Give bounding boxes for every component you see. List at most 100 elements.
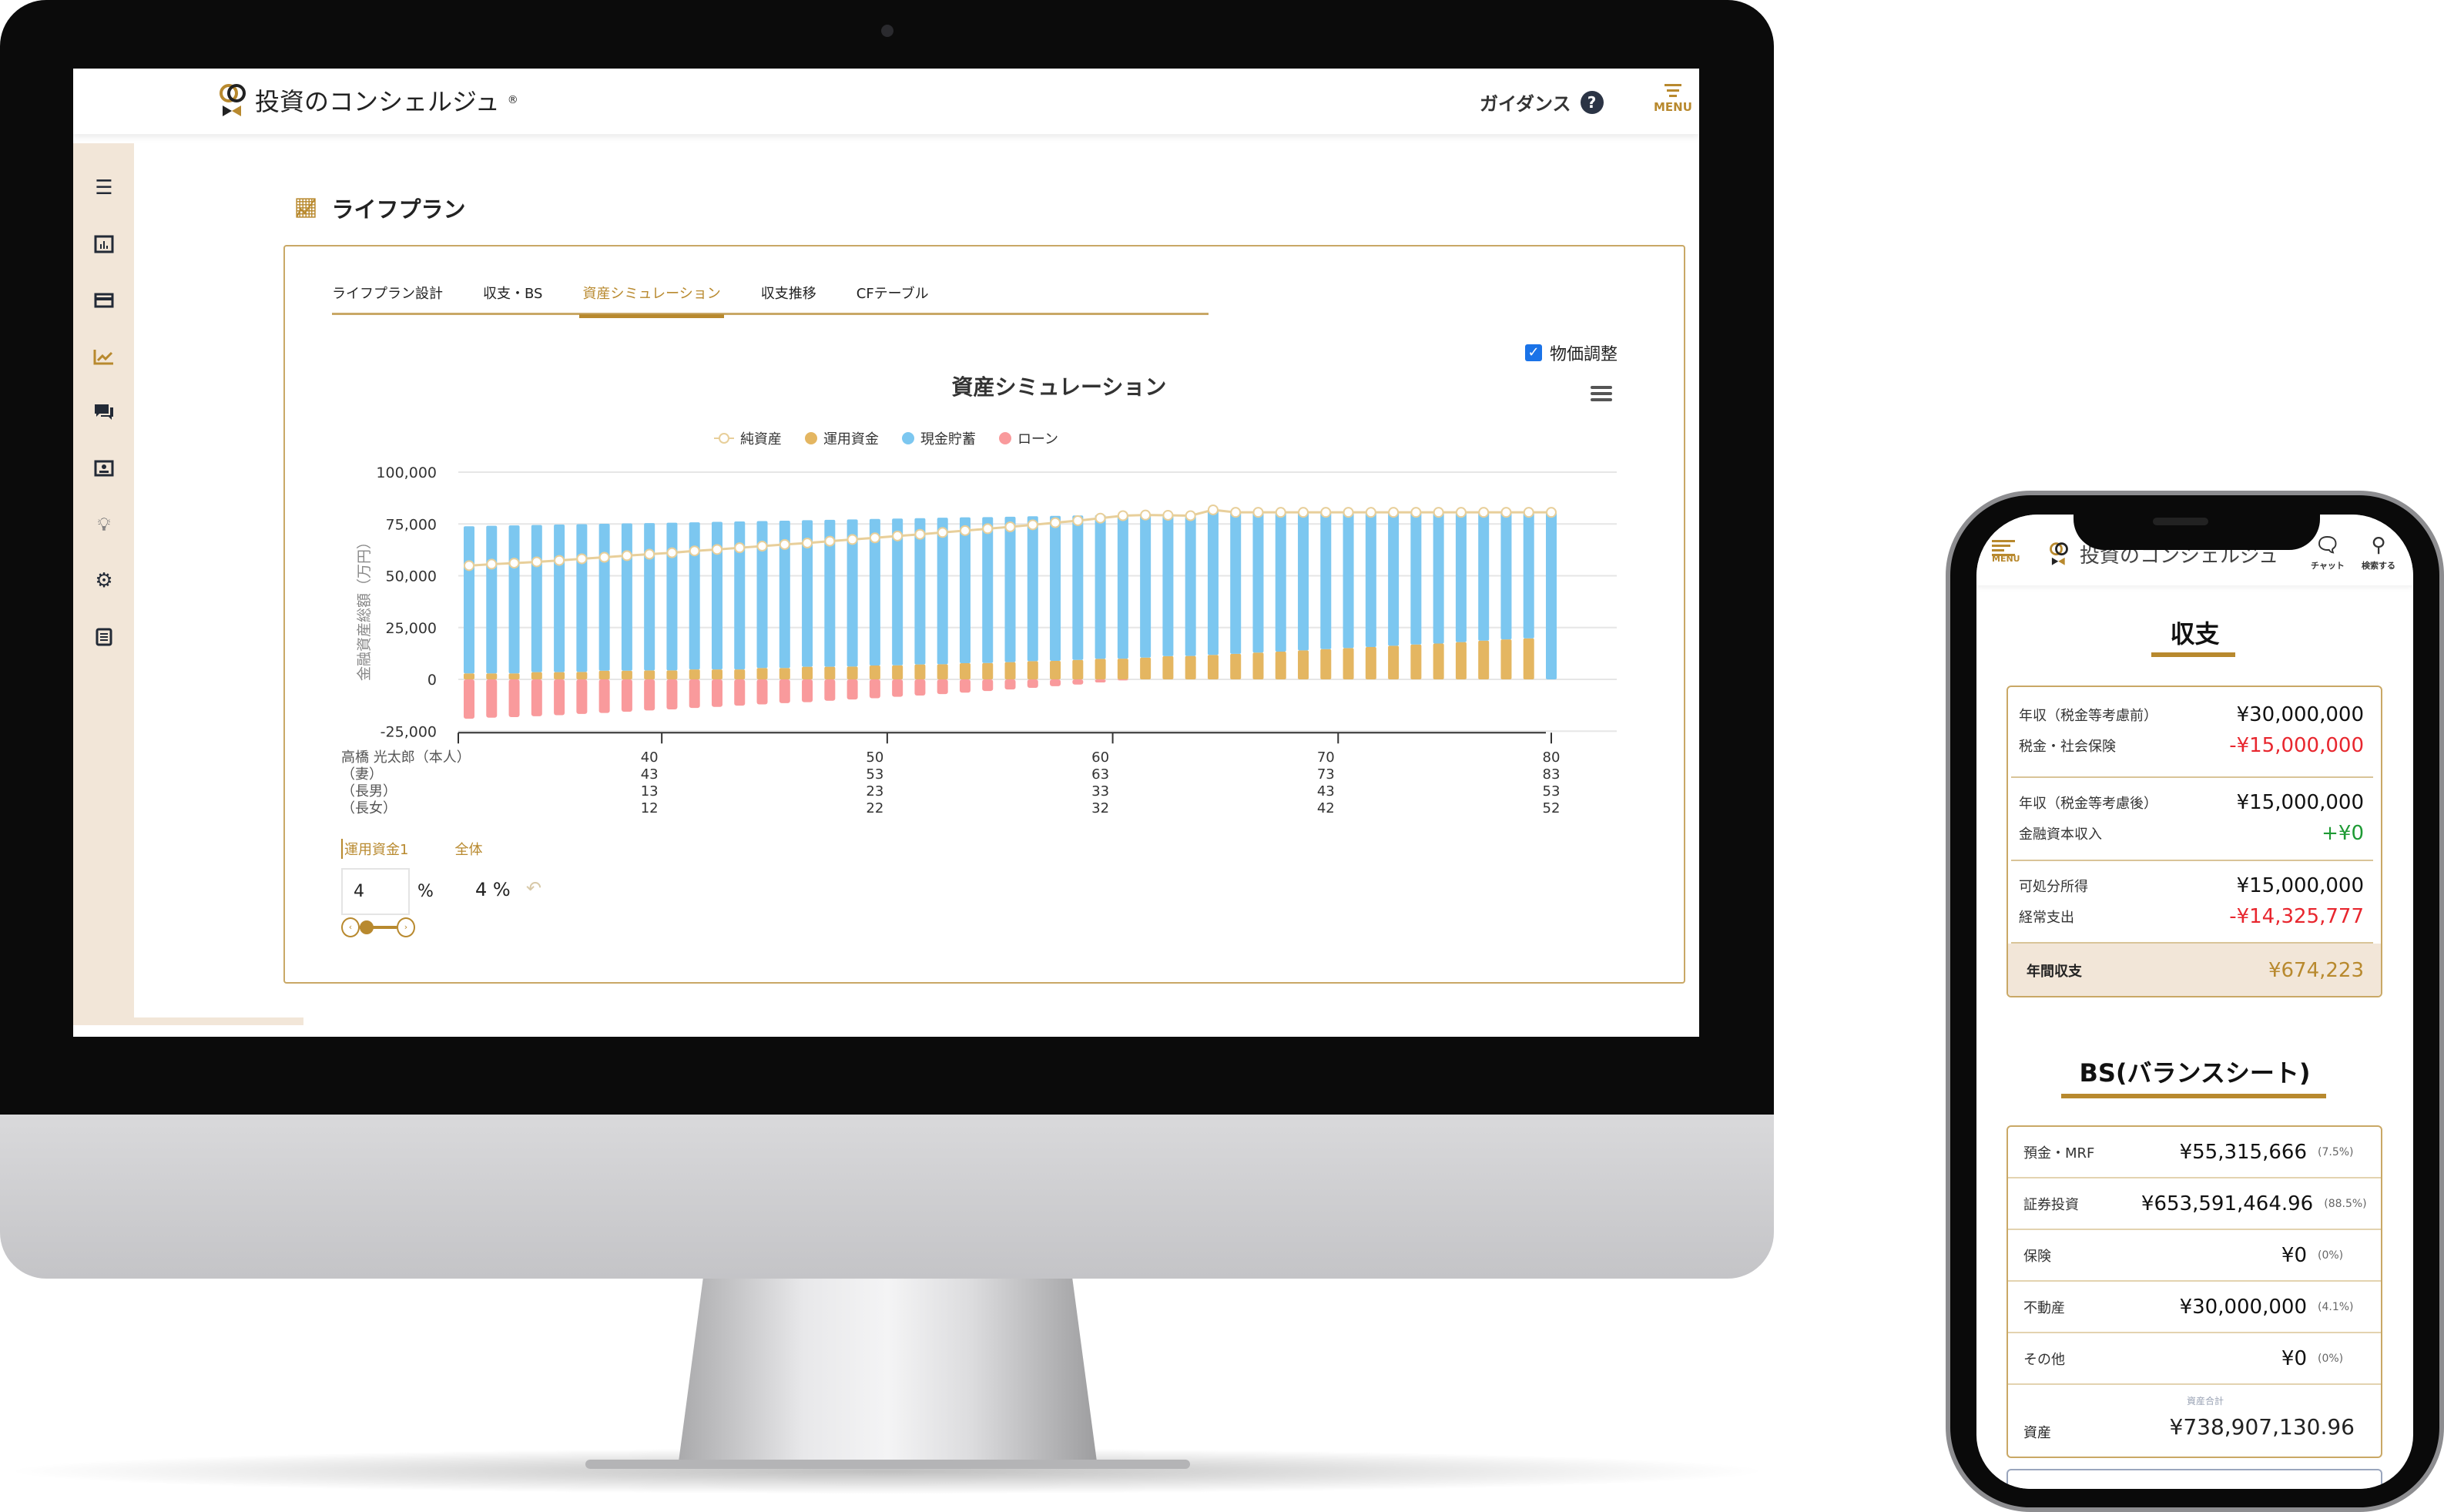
row-percent: (0%) xyxy=(2318,1249,2344,1262)
point-net-assets xyxy=(621,550,632,562)
bar-loan xyxy=(982,679,994,692)
return-rate-input[interactable] xyxy=(341,868,410,915)
bar-investment xyxy=(1072,659,1084,679)
tab-lifeplan-design[interactable]: ライフプラン設計 xyxy=(332,286,443,302)
bar-investment xyxy=(621,670,632,679)
point-net-assets xyxy=(1433,507,1444,518)
point-net-assets xyxy=(982,523,994,535)
credit-card-icon[interactable] xyxy=(90,287,118,314)
x-tick-label: 80 xyxy=(1543,749,1561,766)
income-card: 年収（税金等考慮前） ¥30,000,000 税金・社会保険 -¥15,000,00… xyxy=(2006,686,2382,997)
menu-icon xyxy=(1654,84,1692,97)
bar-loan xyxy=(869,679,880,699)
bar-loan xyxy=(1095,679,1106,683)
brand-logo[interactable]: 投資のコンシェルジュ ® xyxy=(218,82,518,118)
profile-card-icon[interactable] xyxy=(90,454,118,482)
chat-icon[interactable] xyxy=(90,398,118,426)
legend-item-cash[interactable]: 現金貯蓄 xyxy=(901,428,976,448)
point-net-assets xyxy=(914,528,926,540)
legend-item-net-assets[interactable]: 純資産 xyxy=(713,428,782,448)
undo-icon[interactable]: ↶ xyxy=(526,877,542,899)
bar-investment xyxy=(1050,661,1061,679)
bar-investment xyxy=(869,665,880,679)
bar-investment xyxy=(1185,655,1196,679)
rate-slider[interactable]: ‹ › xyxy=(341,917,415,937)
slider-decrease-button[interactable]: ‹ xyxy=(341,917,360,937)
registered-mark: ® xyxy=(507,94,518,106)
bar-loan xyxy=(711,679,722,707)
point-net-assets xyxy=(1455,507,1467,518)
income-row: 金融資本収入 +¥0 xyxy=(2019,818,2364,849)
question-circle-icon: ? xyxy=(1580,90,1604,114)
x-tick-label: 13 xyxy=(641,783,659,800)
logo-rings-icon xyxy=(2049,541,2070,566)
tab-income-trend[interactable]: 収支推移 xyxy=(760,286,816,302)
slider-increase-button[interactable]: › xyxy=(397,917,415,937)
x-label-row-name: （妻） xyxy=(341,766,383,783)
tab-income-bs[interactable]: 収支・BS xyxy=(483,286,543,302)
document-icon[interactable] xyxy=(90,623,118,651)
legend-dot xyxy=(998,432,1011,444)
search-button[interactable]: ⚲ 検索する xyxy=(2362,531,2395,572)
bar-chart-icon[interactable] xyxy=(90,230,118,258)
gear-icon[interactable]: ⚙ xyxy=(95,569,113,592)
line-chart-icon[interactable] xyxy=(90,343,118,370)
point-net-assets xyxy=(508,558,520,569)
bar-investment xyxy=(1230,653,1242,679)
bar-investment xyxy=(756,668,768,679)
lightbulb-icon[interactable]: 💡︎ xyxy=(97,514,111,535)
legend-label: 純資産 xyxy=(739,431,782,448)
point-net-assets xyxy=(1207,504,1219,515)
tab-all[interactable]: 全体 xyxy=(454,842,483,858)
legend-item-investment[interactable]: 運用資金 xyxy=(804,428,879,448)
price-adjust-toggle[interactable]: ✓ 物価調整 xyxy=(1525,340,1618,365)
y-tick-label: 75,000 xyxy=(386,516,437,533)
imac-base xyxy=(585,1460,1190,1469)
row-label: 預金・MRF xyxy=(2023,1145,2095,1162)
bar-investment xyxy=(802,666,813,679)
tab-fund-1[interactable]: 運用資金1 xyxy=(341,839,408,859)
x-label-row-name: （長男） xyxy=(341,783,397,800)
bar-loan xyxy=(621,679,632,712)
x-tick-label: 63 xyxy=(1091,766,1109,783)
chart-menu-icon[interactable] xyxy=(1591,383,1612,404)
bs-row: 保険 ¥0 (0%) xyxy=(2008,1230,2381,1282)
bar-cash xyxy=(554,525,565,672)
x-label-row-name: （長女） xyxy=(341,800,397,816)
row-value: ¥0 xyxy=(2281,1346,2307,1370)
point-net-assets xyxy=(1004,521,1016,533)
bar-cash xyxy=(1478,512,1490,641)
row-label: 経常支出 xyxy=(2019,910,2074,926)
point-net-assets xyxy=(869,532,880,544)
y-tick-label: -25,000 xyxy=(381,723,437,740)
slider-handle[interactable] xyxy=(360,920,374,934)
bar-cash xyxy=(576,524,588,672)
guidance-button[interactable]: ガイダンス ? xyxy=(1480,89,1604,116)
next-card xyxy=(2006,1469,2382,1489)
bar-cash xyxy=(1343,512,1354,649)
bar-cash xyxy=(1050,515,1061,662)
tab-cf-table[interactable]: CFテーブル xyxy=(856,286,929,302)
bar-loan xyxy=(1117,679,1128,681)
price-adjust-checkbox[interactable]: ✓ xyxy=(1525,344,1542,361)
menu-button[interactable]: MENU xyxy=(1654,81,1692,114)
point-net-assets xyxy=(1388,507,1400,518)
guidance-label: ガイダンス xyxy=(1480,93,1571,115)
annual-balance-label: 年間収支 xyxy=(2027,964,2082,980)
asset-simulation-chart: 100,000 75,000 50,000 25,000 0 -25,000 金融資産総額（… xyxy=(341,464,1617,816)
point-net-assets xyxy=(1230,507,1242,518)
x-tick-label: 43 xyxy=(1317,783,1335,800)
bar-loan xyxy=(486,679,498,718)
bar-investment xyxy=(914,664,926,679)
tab-asset-simulation[interactable]: 資産シミュレーション xyxy=(579,277,725,318)
bar-cash xyxy=(1433,512,1444,644)
row-value: ¥55,315,666 xyxy=(2179,1140,2307,1164)
legend-item-loan[interactable]: ローン xyxy=(998,428,1058,448)
legend-dot xyxy=(901,432,914,444)
hamburger-icon[interactable]: ☰ xyxy=(95,176,113,199)
bar-investment xyxy=(1433,643,1444,679)
phone-menu-button[interactable]: MENU xyxy=(1992,538,2020,564)
point-net-assets xyxy=(1252,507,1264,518)
bs-total-row: 資産合計 資産 ¥738,907,130.96 xyxy=(2008,1385,2381,1454)
chat-button[interactable]: 🗨︎ チャット xyxy=(2311,531,2345,572)
